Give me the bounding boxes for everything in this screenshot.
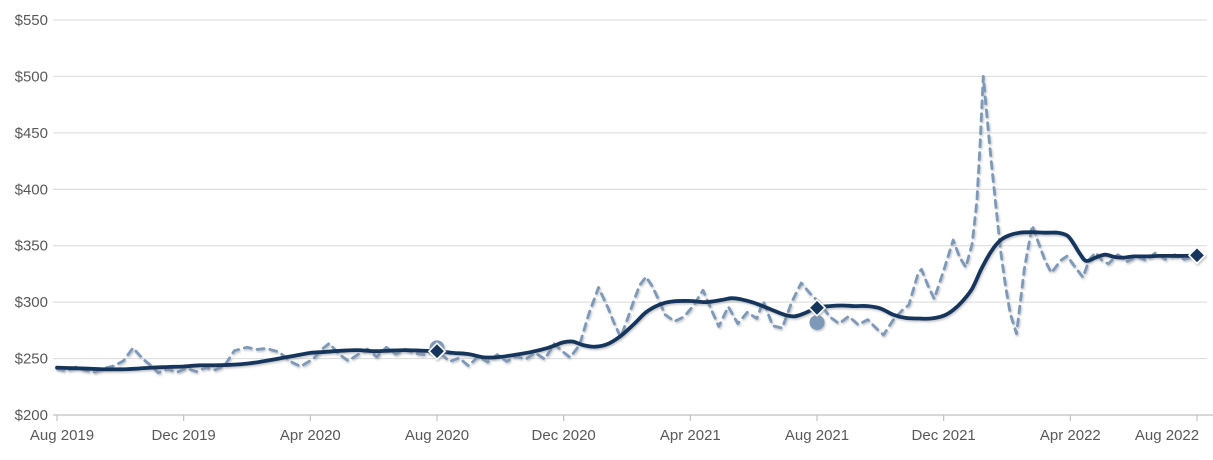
x-axis-tick-label: Aug 2019 xyxy=(30,427,94,444)
x-axis-tick-label: Dec 2019 xyxy=(152,427,216,444)
x-axis-tick-label: Aug 2020 xyxy=(405,427,469,444)
y-axis-tick-label: $400 xyxy=(15,181,48,198)
x-axis-tick-label: Dec 2020 xyxy=(532,427,596,444)
x-axis-tick-label: Dec 2021 xyxy=(912,427,976,444)
x-axis-tick-label: Apr 2022 xyxy=(1040,427,1101,444)
diamond-marker[interactable] xyxy=(1187,246,1207,265)
x-axis-tick-label: Apr 2020 xyxy=(280,427,341,444)
y-axis-tick-label: $200 xyxy=(15,407,48,424)
diamond-marker[interactable] xyxy=(807,298,827,317)
price-trend-solid-line xyxy=(55,230,1199,372)
x-axis-tick-label: Apr 2021 xyxy=(660,427,721,444)
y-axis-tick-label: $300 xyxy=(15,294,48,311)
x-axis-tick-label: Aug 2022 xyxy=(1135,427,1199,444)
y-axis-tick-label: $250 xyxy=(15,351,48,368)
x-axis-tick-label: Aug 2021 xyxy=(785,427,849,444)
y-axis-tick-label: $500 xyxy=(15,68,48,85)
diamond-marker[interactable] xyxy=(427,342,447,361)
y-axis-tick-label: $550 xyxy=(15,12,48,29)
y-axis-tick-label: $350 xyxy=(15,238,48,255)
y-axis-tick-label: $450 xyxy=(15,125,48,142)
price-volatile-dashed-line xyxy=(55,75,1199,375)
circle-marker[interactable] xyxy=(809,314,825,330)
